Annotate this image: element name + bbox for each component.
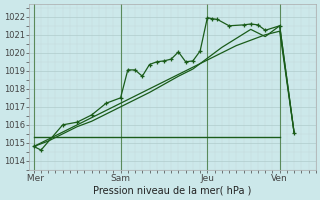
X-axis label: Pression niveau de la mer( hPa ): Pression niveau de la mer( hPa ): [93, 186, 252, 196]
